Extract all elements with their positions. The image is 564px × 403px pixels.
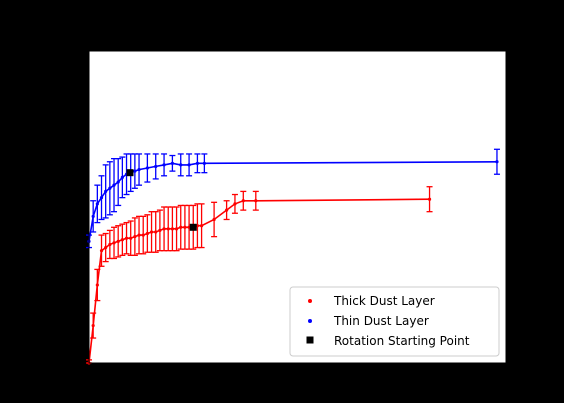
data-point xyxy=(195,161,200,165)
data-point xyxy=(199,224,204,228)
legend-label-thin-dust: Thin Dust Layer xyxy=(333,314,429,328)
data-point xyxy=(124,236,129,240)
data-point xyxy=(108,186,112,190)
data-point xyxy=(91,214,95,218)
data-point xyxy=(104,189,108,193)
data-point xyxy=(145,166,149,170)
data-point xyxy=(183,225,187,229)
legend: Thick Dust Layer Thin Dust Layer Rotatio… xyxy=(289,286,500,357)
data-point xyxy=(162,227,166,231)
data-point xyxy=(162,163,166,167)
data-point xyxy=(108,242,112,247)
series-thick-dust-layer xyxy=(86,186,433,365)
legend-marker-thin-dust xyxy=(308,319,312,323)
legend-marker-rotation xyxy=(306,336,314,344)
data-point xyxy=(495,160,499,164)
y-tick-label: 20 xyxy=(68,295,82,308)
data-point xyxy=(427,197,432,201)
data-point xyxy=(133,169,137,173)
data-point xyxy=(137,233,141,237)
data-point xyxy=(212,217,216,222)
y-tick-label: 0 xyxy=(75,357,82,370)
data-point xyxy=(99,196,104,200)
data-point xyxy=(145,231,149,236)
x-tick-label: 6000 xyxy=(492,370,520,383)
rotation-starting-point-marker xyxy=(126,169,134,177)
data-point xyxy=(120,238,124,242)
x-tick-label: 5000 xyxy=(423,370,451,383)
data-point xyxy=(166,227,170,231)
legend-label-rotation: Rotation Starting Point xyxy=(334,334,470,348)
y-tick-label: 60 xyxy=(68,170,82,183)
data-point xyxy=(99,249,104,253)
data-point xyxy=(170,161,174,165)
chart-title: PV Panel Tests xyxy=(244,30,351,48)
x-tick-label: 4000 xyxy=(353,370,381,383)
data-point xyxy=(225,208,229,212)
data-point xyxy=(91,323,95,328)
data-point xyxy=(179,163,183,167)
data-point xyxy=(120,175,124,179)
data-point xyxy=(187,163,191,167)
y-tick-label: 80 xyxy=(68,107,82,120)
data-point xyxy=(154,230,158,234)
x-axis-label: Time (s) xyxy=(272,384,322,398)
data-point xyxy=(154,164,158,169)
legend-marker-thick-dust xyxy=(308,299,312,303)
data-point xyxy=(179,225,183,229)
data-point xyxy=(233,202,237,206)
x-tick-label: 3000 xyxy=(284,370,312,383)
axis-ticks: 0 1000 2000 3000 4000 5000 6000 0 20 40 60 80 100 xyxy=(61,45,520,383)
x-tick-label: 2000 xyxy=(214,370,242,383)
series-line-thick-dust-layer xyxy=(88,198,430,364)
data-point xyxy=(141,233,145,237)
data-point xyxy=(158,228,162,232)
annotation-layer xyxy=(126,169,197,231)
data-point xyxy=(95,283,99,287)
data-point xyxy=(254,199,258,203)
data-point xyxy=(116,180,120,184)
data-point xyxy=(104,245,108,250)
x-tick-label: 1000 xyxy=(145,370,173,383)
legend-box xyxy=(289,286,500,357)
data-point xyxy=(137,167,141,172)
data-point xyxy=(170,227,174,231)
data-point xyxy=(112,241,116,245)
y-tick-label: 40 xyxy=(68,232,82,245)
data-point xyxy=(133,235,137,239)
data-point xyxy=(112,183,116,187)
legend-label-thick-dust: Thick Dust Layer xyxy=(333,294,435,308)
data-point xyxy=(116,239,120,243)
data-point xyxy=(129,236,133,240)
y-axis-label: Cleanliness (%) xyxy=(39,161,53,254)
rotation-starting-point-marker xyxy=(189,223,197,231)
y-tick-label: 100 xyxy=(61,45,82,58)
data-point xyxy=(149,230,154,234)
data-point xyxy=(95,202,99,206)
data-point xyxy=(174,227,179,231)
data-point xyxy=(241,199,245,203)
plot-frame xyxy=(88,50,507,364)
data-point xyxy=(202,161,206,165)
x-tick-label: 0 xyxy=(86,370,93,383)
